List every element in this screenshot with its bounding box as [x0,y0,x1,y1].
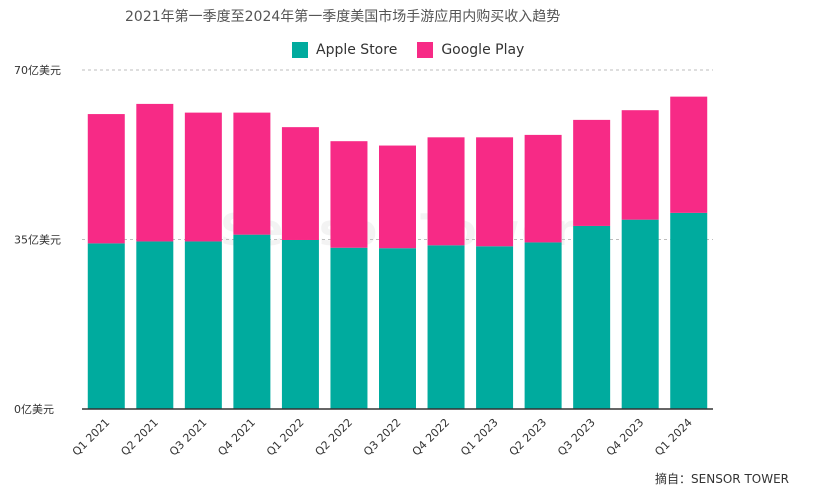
x-tick-label-6: Q3 2022 [361,416,404,459]
chart-title: 2021年第一季度至2024年第一季度美国市场手游应用内购买收入趋势 [125,9,561,25]
bar-google-play-10 [573,119,611,226]
bar-google-play-11 [621,110,659,220]
bar-google-play-6 [379,145,416,249]
bar-google-play-7 [427,137,465,246]
bar-apple-store-7 [427,245,465,409]
x-tick-label-8: Q1 2023 [458,416,501,459]
y-tick-label-0: 0亿美元 [14,403,54,416]
bar-google-play-5 [330,141,368,248]
bar-google-play-2 [184,112,222,242]
bar-google-play-1 [136,103,174,242]
x-tick-label-3: Q4 2021 [215,416,258,459]
x-tick-label-4: Q1 2022 [264,416,307,459]
x-tick-label-9: Q2 2023 [507,416,550,459]
legend-label-apple-store: Apple Store [316,42,398,58]
x-tick-label-10: Q3 2023 [555,416,598,459]
y-tick-label-1: 35亿美元 [14,234,61,247]
x-tick-label-11: Q4 2023 [604,416,647,459]
bar-apple-store-11 [621,219,659,409]
bar-google-play-8 [476,137,514,247]
bar-apple-store-5 [330,247,368,409]
bar-apple-store-2 [184,241,222,409]
x-tick-label-2: Q3 2021 [167,416,210,459]
bar-apple-store-6 [379,248,416,409]
bar-apple-store-10 [573,225,611,409]
bar-google-play-3 [233,112,271,235]
legend-swatch-google-play [417,42,434,58]
legend: Apple Store Google Play [292,40,544,60]
bar-apple-store-1 [136,241,174,409]
bar-apple-store-3 [233,234,271,409]
x-tick-label-1: Q2 2021 [118,416,161,459]
bar-google-play-12 [670,96,708,213]
bar-apple-store-9 [524,242,562,409]
bar-google-play-0 [87,114,125,244]
bar-google-play-4 [281,127,319,240]
legend-item-google-play: Google Play [417,42,524,58]
x-tick-label-12: Q1 2024 [652,416,695,459]
bar-apple-store-4 [281,239,319,409]
x-tick-label-0: Q1 2021 [70,416,113,459]
bar-apple-store-8 [476,246,514,409]
bar-apple-store-0 [87,243,125,409]
source-credit: 摘自：SENSOR TOWER [655,472,789,486]
bar-apple-store-12 [670,212,708,409]
x-tick-label-5: Q2 2022 [313,416,356,459]
y-tick-label-2: 70亿美元 [14,64,61,77]
bar-google-play-9 [524,134,562,243]
legend-label-google-play: Google Play [441,42,525,58]
x-tick-label-7: Q4 2022 [410,416,453,459]
legend-swatch-apple-store [292,42,308,58]
legend-item-apple-store: Apple Store [292,42,397,58]
